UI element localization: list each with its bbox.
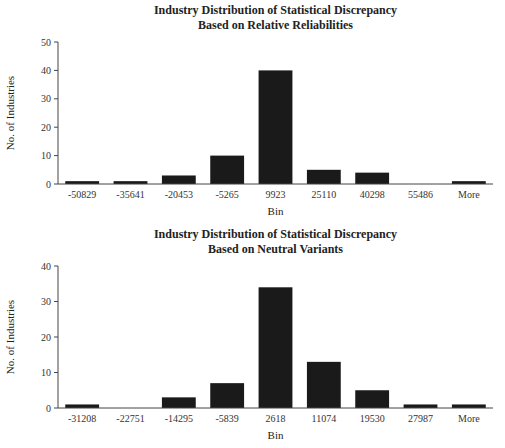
x-tick-label: -20453 [165, 189, 193, 200]
y-tick [54, 70, 58, 71]
y-tick [54, 127, 58, 128]
y-tick-label: 0 [46, 403, 51, 414]
chart-panel: Industry Distribution of Statistical Dis… [4, 3, 493, 217]
x-tick-label: 11074 [312, 413, 337, 424]
bar [259, 70, 293, 184]
y-tick-label: 50 [41, 37, 51, 48]
x-tick-label: 2618 [266, 413, 286, 424]
bar [210, 383, 244, 408]
x-tick-label: -35641 [116, 189, 144, 200]
y-tick-label: 30 [41, 296, 51, 307]
y-tick [54, 337, 58, 338]
y-tick [54, 42, 58, 43]
y-tick-label: 0 [46, 179, 51, 190]
bar [307, 170, 341, 184]
x-axis-label: Bin [268, 205, 284, 217]
bars [65, 70, 486, 184]
chart-title: Industry Distribution of Statistical Dis… [154, 227, 397, 256]
y-tick-label: 40 [41, 65, 51, 76]
y-tick-label: 30 [41, 93, 51, 104]
x-tick-label: 55486 [408, 189, 433, 200]
title-line: Industry Distribution of Statistical Dis… [154, 227, 397, 241]
x-axis-line [58, 184, 493, 185]
x-tick-label: 9923 [266, 189, 286, 200]
x-tick-label: -50829 [68, 189, 96, 200]
bar [259, 287, 293, 408]
title-line: Industry Distribution of Statistical Dis… [154, 3, 397, 17]
y-tick-label: 20 [41, 332, 51, 343]
x-tick-label: More [458, 413, 480, 424]
y-tick [54, 184, 58, 185]
bar [65, 404, 99, 408]
x-tick-label: -14295 [165, 413, 193, 424]
y-tick [54, 155, 58, 156]
bar [162, 397, 196, 408]
y-tick [54, 372, 58, 373]
chart-title: Industry Distribution of Statistical Dis… [154, 3, 397, 32]
bar [404, 404, 438, 408]
x-tick-label: More [458, 189, 480, 200]
y-tick [54, 266, 58, 267]
x-axis-line [58, 408, 493, 409]
title-line: Based on Neutral Variants [208, 242, 343, 256]
title-line: Based on Relative Reliabilities [198, 18, 353, 32]
y-tick [54, 98, 58, 99]
y-tick [54, 408, 58, 409]
x-tick-label: -5265 [215, 189, 238, 200]
y-tick-label: 10 [41, 150, 51, 161]
y-axis-line [58, 42, 59, 184]
y-tick-label: 20 [41, 122, 51, 133]
y-tick-label: 40 [41, 261, 51, 272]
y-tick-label: 10 [41, 367, 51, 378]
chart-panel: Industry Distribution of Statistical Dis… [4, 227, 493, 441]
x-tick-label: 27987 [408, 413, 433, 424]
bar [452, 404, 486, 408]
bars [65, 287, 486, 408]
x-tick-label: 25110 [312, 189, 337, 200]
x-tick-label: -22751 [116, 413, 144, 424]
bar [210, 156, 244, 184]
x-tick-label: -31208 [68, 413, 96, 424]
bar [355, 390, 389, 408]
x-tick-label: -5839 [215, 413, 238, 424]
x-axis-label: Bin [268, 429, 284, 441]
bar [307, 362, 341, 408]
bar [162, 175, 196, 184]
figure: Industry Distribution of Statistical Dis… [0, 0, 505, 448]
x-tick-label: 19530 [360, 413, 385, 424]
y-tick [54, 301, 58, 302]
y-axis-label: No. of Industries [4, 76, 16, 150]
y-axis-label: No. of Industries [4, 300, 16, 374]
bar [355, 173, 389, 184]
x-tick-label: 40298 [360, 189, 385, 200]
